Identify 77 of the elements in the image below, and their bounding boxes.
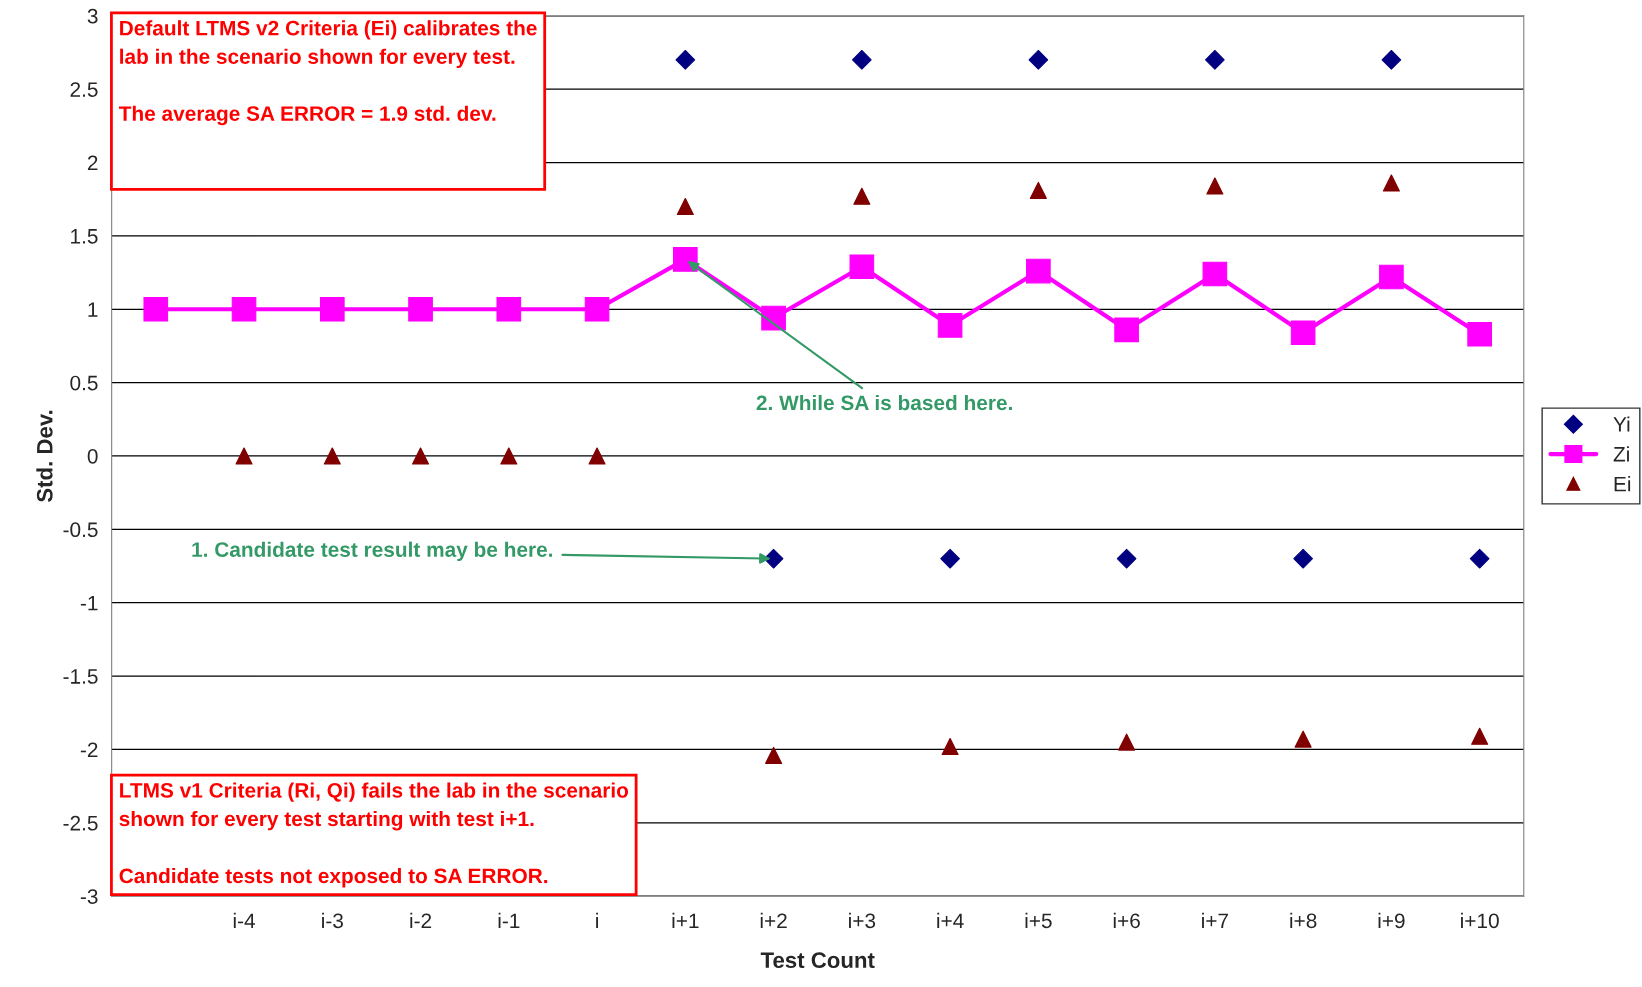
point — [940, 548, 960, 569]
text: Default LTMS v2 Criteria (Ei) calibrates the lab in the scenario shown for every test. The average SA ERROR = 1.9 std. dev. — [118, 20, 537, 126]
point — [1293, 548, 1313, 569]
y-tick-label: -1 — [80, 595, 98, 611]
y-tick-label: -2.5 — [63, 815, 98, 831]
point — [412, 447, 430, 465]
x-tick-label: i-1 — [498, 912, 520, 928]
point — [941, 737, 959, 756]
point — [143, 296, 169, 322]
x-tick-label: i-3 — [322, 912, 343, 929]
x-tick-label: i+1 — [672, 912, 699, 928]
x-tick-label: i+4 — [937, 912, 964, 928]
point — [1118, 733, 1136, 751]
point — [1028, 49, 1049, 70]
point — [1382, 174, 1400, 192]
x-tick-label: i+7 — [1202, 912, 1229, 928]
point — [408, 296, 433, 322]
point — [1471, 727, 1489, 745]
y-tick-label: 0.5 — [70, 375, 98, 391]
point — [1114, 317, 1139, 343]
point — [1205, 49, 1225, 70]
x-tick-label: i+8 — [1290, 912, 1317, 929]
point — [937, 313, 963, 338]
y-tick-label: 3 — [87, 8, 98, 24]
x-tick-label: i+5 — [1025, 912, 1052, 929]
y-tick-label: -3 — [80, 889, 98, 904]
x-tick-label: i+6 — [1113, 912, 1140, 929]
y-tick-label: 1.5 — [71, 229, 98, 244]
point — [323, 447, 341, 465]
point — [231, 296, 257, 322]
legend-label: Ei — [1614, 476, 1631, 492]
point — [675, 49, 696, 70]
point — [763, 548, 784, 569]
point — [1029, 181, 1047, 199]
annotation: 2. While SA is based here. — [756, 394, 1012, 411]
y-tick-label: 2 — [87, 155, 98, 171]
y-tick-label: -1.5 — [63, 669, 98, 684]
point — [853, 187, 871, 205]
point — [1202, 261, 1228, 287]
point — [319, 296, 345, 322]
y-tick-label: -2 — [80, 742, 98, 758]
x-tick-label: i+3 — [849, 912, 876, 929]
x-tick-label: i+10 — [1461, 912, 1499, 929]
point — [761, 305, 786, 331]
point — [584, 296, 610, 322]
x-tick-label: i-2 — [410, 912, 432, 928]
point — [1294, 730, 1312, 748]
point — [1290, 320, 1316, 346]
point — [849, 254, 875, 280]
x-tick-label: i+2 — [760, 912, 787, 928]
y-tick-label: 0 — [87, 449, 98, 464]
x-tick-label: i — [596, 912, 598, 928]
y-tick-label: 2.5 — [70, 82, 98, 97]
point — [588, 447, 606, 465]
point — [1026, 258, 1051, 284]
annotation: 1. Candidate test result may be here. — [192, 541, 553, 562]
legend-label: Yi — [1613, 416, 1630, 432]
point — [235, 447, 253, 465]
point — [852, 49, 872, 70]
x-axis-title: Test Count — [760, 952, 875, 969]
point — [676, 197, 694, 216]
x-tick-label: i+9 — [1378, 912, 1405, 929]
point — [1206, 177, 1224, 195]
point — [1379, 264, 1404, 290]
point — [1467, 321, 1492, 347]
point — [500, 447, 518, 465]
text: LTMS v1 Criteria (Ri, Qi) fails the lab in the scenario shown for every test starting with test i+1. Candidate tests not exposed to SA ERROR. — [119, 782, 629, 888]
x-tick-label: i-4 — [233, 912, 256, 928]
y-tick-label: 1 — [88, 302, 98, 317]
point — [1381, 49, 1402, 70]
point — [496, 296, 522, 322]
y-tick-label: -0.5 — [63, 522, 98, 538]
point — [1116, 548, 1137, 569]
y-axis-title: Std. Dev. — [36, 410, 53, 503]
point — [1469, 548, 1490, 569]
legend-label: Zi — [1613, 446, 1629, 462]
point — [765, 746, 783, 764]
